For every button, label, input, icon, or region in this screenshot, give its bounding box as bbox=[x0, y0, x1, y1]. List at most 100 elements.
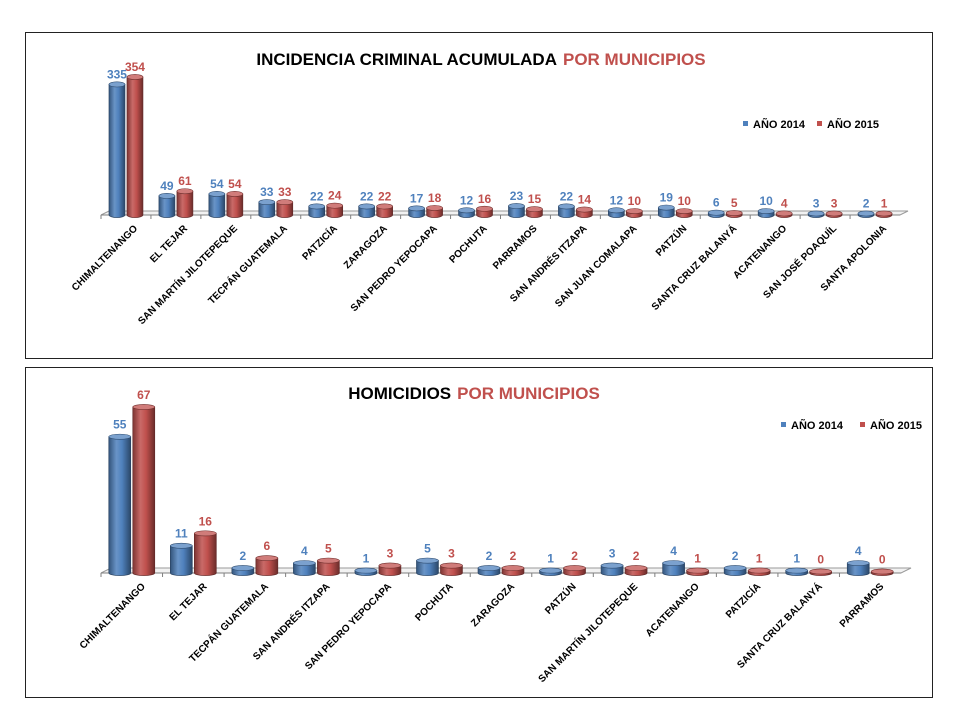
bar-2014 bbox=[170, 542, 193, 576]
data-label: 18 bbox=[428, 191, 442, 205]
chart-panel-homicidios: HOMICIDIOS POR MUNICIPIOS AÑO 2014 AÑO 20… bbox=[25, 367, 933, 698]
bar-2014 bbox=[408, 205, 425, 218]
data-label: 1 bbox=[881, 197, 888, 211]
x-tick-label: ZARAGOZA bbox=[342, 223, 390, 271]
data-label: 11 bbox=[175, 527, 188, 541]
data-label: 24 bbox=[328, 189, 342, 203]
chart-title-part2: POR MUNICIPIOS bbox=[457, 384, 600, 403]
bar-2014 bbox=[807, 210, 825, 218]
bar-2015 bbox=[126, 74, 144, 218]
bar-2014 bbox=[158, 192, 176, 218]
x-tick-label: POCHUTA bbox=[447, 223, 489, 265]
data-label: 16 bbox=[199, 514, 213, 528]
bar-2014 bbox=[785, 567, 808, 576]
data-label: 4 bbox=[670, 544, 677, 558]
bar-2015 bbox=[476, 205, 493, 218]
legend-label-2015: AÑO 2015 bbox=[827, 118, 879, 131]
bar-2015 bbox=[255, 555, 279, 576]
data-label: 33 bbox=[278, 185, 292, 199]
x-tick-label: PATZICÍA bbox=[299, 222, 340, 263]
data-label: 1 bbox=[756, 552, 763, 566]
x-tick-label: CHIMALTENANGO bbox=[78, 581, 148, 651]
bar-2014 bbox=[458, 207, 475, 218]
bar-2014 bbox=[657, 204, 675, 218]
data-label: 23 bbox=[510, 189, 524, 203]
bar-2015 bbox=[875, 210, 893, 218]
data-label: 10 bbox=[678, 194, 692, 208]
data-label: 10 bbox=[759, 194, 773, 208]
legend-label-2014: AÑO 2014 bbox=[753, 118, 806, 131]
x-tick-label: SAN JUAN COMALAPA bbox=[553, 223, 639, 309]
bar-2015 bbox=[576, 206, 593, 218]
data-label: 2 bbox=[732, 549, 739, 563]
bar-2014 bbox=[757, 208, 775, 218]
bar-2015 bbox=[870, 568, 894, 576]
bar-2015 bbox=[747, 567, 771, 576]
bar-2015 bbox=[725, 210, 743, 218]
bar-2015 bbox=[563, 565, 586, 576]
legend-label-2015: AÑO 2015 bbox=[870, 419, 922, 432]
data-label: 1 bbox=[547, 552, 554, 566]
data-label: 54 bbox=[228, 177, 242, 191]
bar-2015 bbox=[825, 210, 843, 218]
x-tick-label: SAN MARTÍN JILOTEPEQUE bbox=[135, 222, 240, 327]
bar-2014 bbox=[723, 565, 747, 576]
bar-2015 bbox=[226, 191, 244, 218]
x-tick-label: TECPÁN GUATEMALA bbox=[205, 222, 290, 307]
chart-title-part2: POR MUNICIPIOS bbox=[563, 50, 706, 69]
x-tick-label: CHIMALTENANGO bbox=[70, 223, 140, 293]
data-label: 335 bbox=[107, 67, 127, 81]
bar-2015 bbox=[686, 567, 709, 576]
data-label: 22 bbox=[560, 189, 574, 203]
data-label: 17 bbox=[410, 191, 424, 205]
data-label: 6 bbox=[264, 539, 271, 553]
x-tick-label: EL TEJAR bbox=[168, 581, 210, 623]
chart-title-part1: HOMICIDIOS bbox=[348, 384, 451, 403]
data-label: 19 bbox=[660, 191, 674, 205]
data-label: 2 bbox=[510, 549, 517, 563]
chart-title: HOMICIDIOS POR MUNICIPIOS bbox=[348, 384, 600, 403]
legend-swatch-2014 bbox=[743, 121, 748, 126]
chart-title-part1: INCIDENCIA CRIMINAL ACUMULADA bbox=[256, 50, 557, 69]
x-tick-label: PATZÚN bbox=[542, 580, 579, 617]
bar-2015 bbox=[675, 208, 693, 218]
bar-2015 bbox=[426, 205, 443, 218]
bar-2014 bbox=[707, 209, 725, 218]
bar-2014 bbox=[508, 203, 525, 218]
data-label: 16 bbox=[478, 192, 492, 206]
x-tick-label: ACATENANGO bbox=[644, 581, 702, 639]
bar-2015 bbox=[501, 565, 525, 576]
bar-2014 bbox=[857, 210, 875, 218]
bar-2014 bbox=[477, 565, 501, 576]
bar-2015 bbox=[176, 188, 194, 218]
x-tick-label: POCHUTA bbox=[413, 581, 455, 623]
data-label: 12 bbox=[460, 193, 474, 207]
data-label: 1 bbox=[694, 552, 701, 566]
bar-2015 bbox=[378, 562, 402, 576]
bar-2015 bbox=[276, 199, 294, 218]
bar-2015 bbox=[775, 210, 793, 218]
data-label: 6 bbox=[713, 196, 720, 210]
bar-2015 bbox=[624, 565, 648, 576]
legend-swatch-2015 bbox=[817, 121, 822, 126]
bar-2014 bbox=[108, 433, 132, 576]
chart-incidencia: INCIDENCIA CRIMINAL ACUMULADA POR MUNICIP… bbox=[70, 50, 909, 327]
data-label: 14 bbox=[578, 193, 592, 207]
bar-2015 bbox=[132, 404, 156, 576]
bar-2014 bbox=[558, 203, 575, 218]
bar-2015 bbox=[809, 568, 832, 576]
data-label: 3 bbox=[831, 197, 838, 211]
data-label: 354 bbox=[125, 60, 145, 74]
chart-panel-incidencia: INCIDENCIA CRIMINAL ACUMULADA POR MUNICIP… bbox=[25, 32, 933, 359]
bar-2015 bbox=[194, 530, 217, 576]
bar-2014 bbox=[108, 81, 126, 218]
bar-2014 bbox=[293, 560, 316, 576]
data-label: 55 bbox=[113, 418, 127, 432]
x-tick-label: EL TEJAR bbox=[148, 223, 190, 265]
data-label: 0 bbox=[817, 553, 824, 567]
data-label: 1 bbox=[363, 552, 370, 566]
data-label: 33 bbox=[260, 185, 274, 199]
data-label: 3 bbox=[609, 547, 616, 561]
data-label: 1 bbox=[793, 552, 800, 566]
x-tick-label: ZARAGOZA bbox=[469, 581, 517, 629]
